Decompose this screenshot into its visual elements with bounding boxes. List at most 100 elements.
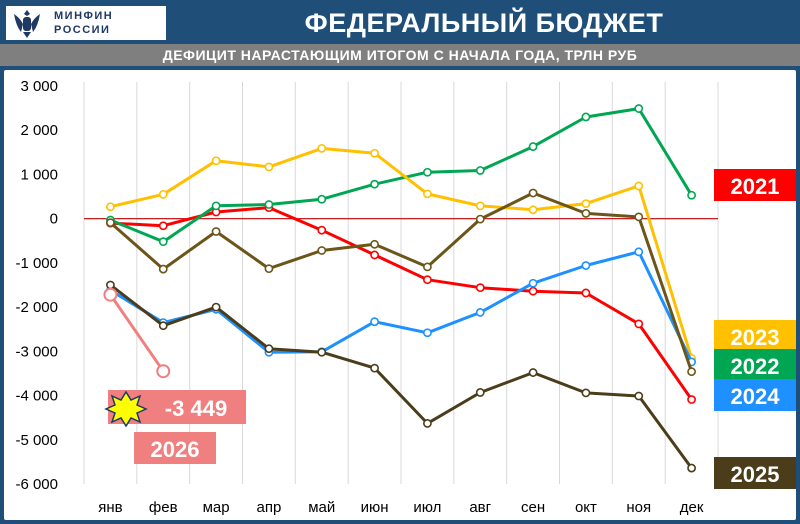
legend-label-2024: 2024 [731, 384, 781, 409]
x-tick-label: апр [257, 499, 282, 516]
eagle-emblem-icon [14, 10, 40, 38]
y-tick-label: 1 000 [20, 166, 58, 183]
annotation-year: 2026 [151, 437, 200, 462]
chart-area: 3 000 2 000 1 000 0 -1 000 -2 000 -3 000 -4 000… [4, 70, 796, 520]
chart-subtitle: ДЕФИЦИТ НАРАСТАЮЩИМ ИТОГОМ С НАЧАЛА ГОДА… [0, 44, 800, 66]
y-tick-label: -6 000 [15, 476, 58, 493]
y-tick-label: 3 000 [20, 78, 58, 95]
data-point [528, 142, 538, 151]
y-tick-label: -2 000 [15, 299, 58, 316]
data-point [687, 395, 696, 404]
y-tick-label: -5 000 [15, 432, 58, 449]
data-point [423, 328, 432, 338]
legend-label-2022: 2022 [731, 354, 780, 379]
data-point [103, 287, 118, 302]
legend-label-bg [714, 349, 796, 381]
data-point [211, 302, 221, 312]
data-point [634, 104, 644, 113]
series-line [110, 206, 693, 401]
data-point [528, 278, 538, 288]
page-title: ФЕДЕРАЛЬНЫЙ БЮДЖЕТ [304, 8, 664, 38]
data-point [581, 261, 591, 270]
x-tick-label: июл [413, 499, 441, 516]
data-point [581, 388, 591, 398]
x-tick-label: дек [680, 499, 704, 516]
data-point [106, 218, 115, 228]
legend-label-2023: 2023 [731, 325, 780, 350]
data-point [317, 225, 327, 235]
data-point [264, 264, 274, 274]
data-point [370, 363, 379, 373]
data-point [264, 200, 274, 209]
data-point [158, 321, 168, 331]
series-line [109, 283, 693, 469]
data-point [581, 208, 591, 218]
series-line [109, 191, 694, 373]
x-tick-label: июн [361, 499, 389, 516]
data-point [423, 167, 432, 177]
data-point [634, 212, 644, 222]
data-point [317, 347, 327, 357]
data-point [687, 463, 696, 473]
data-point [317, 143, 327, 153]
data-point [475, 388, 485, 397]
y-tick-label: -1 000 [15, 255, 58, 272]
y-tick-label: 0 [50, 211, 58, 228]
data-point [211, 227, 221, 236]
series-line [110, 146, 694, 359]
data-point [634, 181, 644, 191]
annotation-year-bg [134, 432, 216, 464]
data-point [475, 308, 485, 317]
data-point [581, 199, 591, 209]
data-point [158, 237, 168, 247]
data-point [423, 275, 432, 285]
data-point [423, 189, 432, 199]
data-point [423, 419, 432, 428]
data-point [370, 148, 379, 158]
x-tick-label: янв [98, 499, 122, 516]
y-tick-label: -3 000 [15, 343, 58, 360]
data-point [317, 194, 327, 204]
data-point [528, 368, 538, 377]
data-point [423, 262, 432, 272]
data-point [634, 391, 644, 401]
x-tick-label: ноя [626, 499, 651, 516]
x-tick-label: фев [149, 499, 178, 516]
data-point [156, 364, 171, 379]
legend-label-2021: 2021 [731, 174, 780, 199]
data-point [158, 221, 168, 231]
data-point [687, 367, 696, 377]
legend-label-bg [714, 320, 796, 352]
legend-label-bg [714, 169, 796, 201]
data-point [581, 288, 591, 298]
x-tick-label: сен [521, 499, 545, 516]
data-point [370, 179, 379, 189]
minfin-logo: МИНФИН РОССИИ [4, 4, 168, 42]
data-point [475, 201, 485, 211]
data-point [370, 250, 379, 260]
data-point [370, 317, 379, 327]
data-point [475, 283, 485, 293]
y-tick-label: -4 000 [15, 388, 58, 405]
x-tick-label: авг [469, 499, 491, 516]
data-point [158, 189, 168, 199]
series-line [109, 107, 693, 244]
data-point [106, 280, 115, 290]
data-point [634, 319, 644, 329]
data-point [211, 201, 221, 211]
logo-line2: РОССИИ [54, 24, 111, 36]
data-point [264, 162, 274, 172]
series-line [109, 293, 165, 373]
x-tick-label: мар [203, 499, 230, 516]
data-point [158, 264, 168, 274]
annotation-value: -3 449 [165, 396, 227, 421]
burst-icon [104, 390, 148, 428]
data-point [528, 205, 538, 215]
data-point [211, 156, 221, 166]
data-point [528, 188, 538, 198]
data-point [687, 190, 696, 200]
x-tick-label: май [308, 499, 335, 516]
data-point [317, 246, 327, 255]
data-point [475, 166, 485, 175]
